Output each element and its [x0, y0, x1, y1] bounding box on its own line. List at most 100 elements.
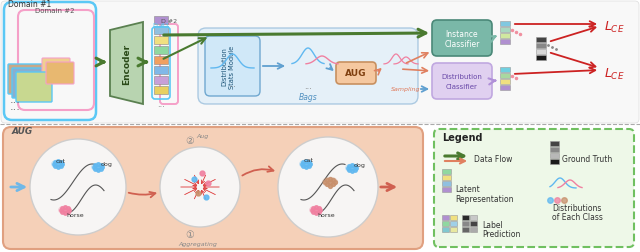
- FancyBboxPatch shape: [336, 63, 376, 85]
- Text: dog: dog: [101, 161, 113, 166]
- Bar: [450, 227, 457, 232]
- Bar: [462, 221, 469, 226]
- FancyBboxPatch shape: [16, 73, 52, 103]
- Text: Classifier: Classifier: [446, 84, 478, 90]
- Bar: [154, 57, 168, 65]
- Text: horse: horse: [66, 212, 84, 217]
- Bar: [154, 27, 168, 35]
- Text: ...: ...: [10, 102, 21, 112]
- Text: D #1: D #1: [153, 23, 169, 28]
- Text: Sampling: Sampling: [391, 87, 420, 92]
- Bar: [536, 50, 546, 55]
- Text: horse: horse: [317, 212, 335, 217]
- Text: Aggregating: Aggregating: [179, 241, 218, 246]
- Text: Latent: Latent: [455, 184, 480, 193]
- FancyBboxPatch shape: [432, 64, 492, 100]
- Bar: [500, 40, 510, 45]
- Text: Domain #2: Domain #2: [35, 8, 74, 14]
- Text: Domain #1: Domain #1: [8, 0, 51, 9]
- Ellipse shape: [323, 177, 338, 187]
- Text: Classifier: Classifier: [444, 39, 480, 48]
- Ellipse shape: [300, 160, 312, 169]
- Text: dog: dog: [354, 162, 366, 167]
- Text: Ground Truth: Ground Truth: [562, 154, 612, 163]
- Text: Data Flow: Data Flow: [474, 154, 513, 163]
- Bar: [470, 215, 477, 220]
- Bar: [442, 181, 451, 186]
- Circle shape: [278, 137, 378, 237]
- Text: Bags: Bags: [299, 93, 317, 102]
- Text: Label: Label: [482, 220, 503, 230]
- Bar: [154, 17, 168, 25]
- FancyBboxPatch shape: [46, 63, 74, 85]
- Text: Distribution: Distribution: [442, 74, 483, 80]
- Text: Encoder: Encoder: [122, 43, 131, 84]
- Bar: [442, 215, 449, 220]
- Ellipse shape: [309, 206, 323, 214]
- Bar: [536, 56, 546, 61]
- Text: D #2: D #2: [161, 19, 177, 24]
- Bar: [442, 227, 449, 232]
- Bar: [154, 67, 168, 75]
- Bar: [500, 34, 510, 39]
- Bar: [154, 37, 168, 45]
- Bar: [550, 153, 559, 158]
- Bar: [442, 221, 449, 226]
- Text: Aug: Aug: [196, 134, 208, 138]
- Bar: [462, 227, 469, 232]
- Bar: [500, 74, 510, 79]
- Text: ...: ...: [304, 82, 312, 91]
- Bar: [442, 169, 451, 174]
- Bar: [470, 221, 477, 226]
- FancyBboxPatch shape: [8, 65, 44, 94]
- Bar: [500, 68, 510, 73]
- Text: Representation: Representation: [455, 194, 513, 203]
- Bar: [462, 215, 469, 220]
- Text: cat: cat: [56, 158, 66, 163]
- Text: $L_{CE}$: $L_{CE}$: [604, 67, 625, 82]
- Text: ...: ...: [10, 94, 21, 105]
- Text: Legend: Legend: [442, 133, 483, 142]
- Text: cat: cat: [304, 158, 314, 162]
- Text: of Each Class: of Each Class: [552, 213, 603, 222]
- Bar: [470, 227, 477, 232]
- Text: Instance: Instance: [445, 29, 478, 38]
- Ellipse shape: [92, 163, 104, 172]
- Circle shape: [30, 139, 126, 235]
- Polygon shape: [110, 23, 143, 105]
- Text: AUG: AUG: [12, 127, 33, 136]
- Text: Distributions: Distributions: [552, 204, 602, 213]
- FancyBboxPatch shape: [42, 59, 70, 81]
- Bar: [154, 77, 168, 85]
- Bar: [442, 187, 451, 192]
- Bar: [450, 221, 457, 226]
- Bar: [154, 47, 168, 55]
- Circle shape: [160, 147, 240, 227]
- FancyBboxPatch shape: [205, 37, 260, 97]
- FancyBboxPatch shape: [198, 29, 418, 105]
- Text: ②: ②: [186, 136, 195, 145]
- Bar: [536, 44, 546, 49]
- Ellipse shape: [346, 164, 358, 173]
- Bar: [536, 38, 546, 43]
- Text: ...: ...: [157, 100, 165, 109]
- Bar: [442, 175, 451, 180]
- Bar: [500, 22, 510, 27]
- Bar: [154, 87, 168, 94]
- Bar: [500, 86, 510, 91]
- Bar: [550, 159, 559, 164]
- FancyBboxPatch shape: [12, 69, 48, 99]
- FancyBboxPatch shape: [3, 128, 423, 249]
- Text: $L_{CE}$: $L_{CE}$: [604, 20, 625, 35]
- Ellipse shape: [51, 160, 65, 169]
- FancyBboxPatch shape: [434, 130, 634, 247]
- Bar: [550, 141, 559, 146]
- FancyBboxPatch shape: [1, 2, 639, 123]
- Text: AUG: AUG: [345, 69, 367, 78]
- Text: ①: ①: [186, 229, 195, 239]
- Bar: [500, 80, 510, 85]
- Ellipse shape: [58, 206, 72, 214]
- Bar: [500, 28, 510, 33]
- Bar: [450, 215, 457, 220]
- Text: Distribution
Stats Module: Distribution Stats Module: [221, 45, 236, 88]
